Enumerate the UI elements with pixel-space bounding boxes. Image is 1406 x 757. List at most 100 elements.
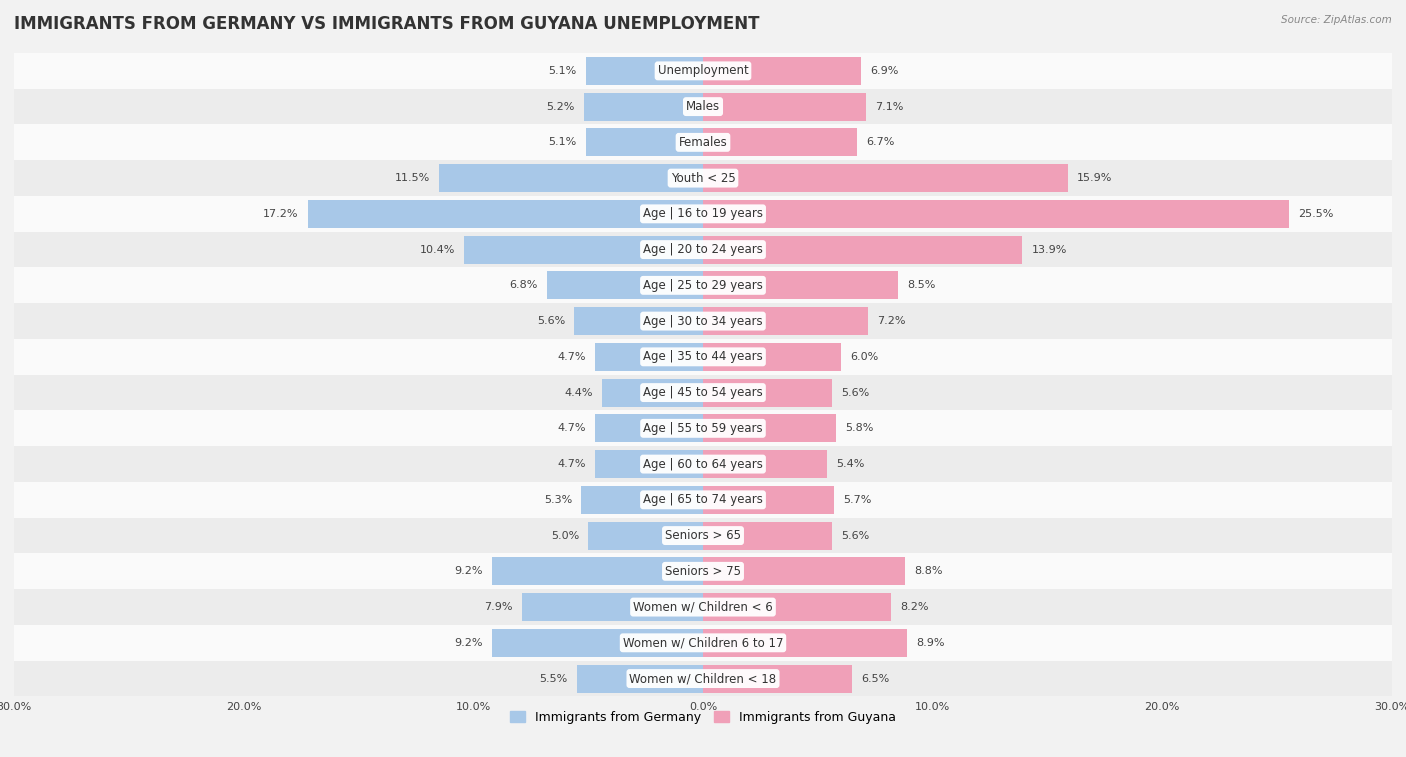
Text: Age | 30 to 34 years: Age | 30 to 34 years <box>643 315 763 328</box>
Text: 6.8%: 6.8% <box>509 280 537 291</box>
Bar <box>581 486 703 514</box>
Text: 9.2%: 9.2% <box>454 566 482 576</box>
Text: IMMIGRANTS FROM GERMANY VS IMMIGRANTS FROM GUYANA UNEMPLOYMENT: IMMIGRANTS FROM GERMANY VS IMMIGRANTS FR… <box>14 15 759 33</box>
Text: Age | 16 to 19 years: Age | 16 to 19 years <box>643 207 763 220</box>
Text: Youth < 25: Youth < 25 <box>671 172 735 185</box>
Bar <box>14 589 1392 625</box>
Bar <box>575 307 703 335</box>
Text: Age | 45 to 54 years: Age | 45 to 54 years <box>643 386 763 399</box>
Text: Seniors > 75: Seniors > 75 <box>665 565 741 578</box>
Bar <box>703 414 837 442</box>
Bar <box>703 665 852 693</box>
Text: Women w/ Children < 18: Women w/ Children < 18 <box>630 672 776 685</box>
Text: 4.7%: 4.7% <box>557 423 586 433</box>
Text: Seniors > 65: Seniors > 65 <box>665 529 741 542</box>
Bar <box>14 553 1392 589</box>
Bar <box>595 343 703 371</box>
Bar <box>14 196 1392 232</box>
Text: 5.1%: 5.1% <box>548 66 576 76</box>
Bar <box>703 200 1289 228</box>
Text: Age | 55 to 59 years: Age | 55 to 59 years <box>643 422 763 435</box>
Text: Women w/ Children < 6: Women w/ Children < 6 <box>633 600 773 614</box>
Bar <box>14 232 1392 267</box>
Text: Unemployment: Unemployment <box>658 64 748 77</box>
Text: 5.6%: 5.6% <box>841 531 869 540</box>
Bar <box>703 272 898 299</box>
Text: 7.9%: 7.9% <box>484 602 512 612</box>
Bar <box>14 446 1392 482</box>
Text: 4.7%: 4.7% <box>557 352 586 362</box>
Text: 17.2%: 17.2% <box>263 209 299 219</box>
Bar <box>14 410 1392 446</box>
Bar <box>547 272 703 299</box>
Text: 5.1%: 5.1% <box>548 137 576 148</box>
Bar <box>703 378 831 407</box>
Text: 25.5%: 25.5% <box>1298 209 1333 219</box>
Bar <box>14 53 1392 89</box>
Text: 10.4%: 10.4% <box>419 245 456 254</box>
Bar <box>586 57 703 85</box>
Text: 5.3%: 5.3% <box>544 495 572 505</box>
Text: 13.9%: 13.9% <box>1032 245 1067 254</box>
Bar <box>703 92 866 120</box>
Text: 6.9%: 6.9% <box>870 66 898 76</box>
Bar <box>14 267 1392 304</box>
Bar <box>492 629 703 657</box>
Bar <box>703 235 1022 263</box>
Bar <box>14 339 1392 375</box>
Bar <box>14 625 1392 661</box>
Bar <box>14 160 1392 196</box>
Bar <box>703 629 907 657</box>
Bar <box>703 522 831 550</box>
Bar <box>522 593 703 621</box>
Text: Age | 25 to 29 years: Age | 25 to 29 years <box>643 279 763 292</box>
Bar <box>308 200 703 228</box>
Bar <box>703 307 869 335</box>
Bar <box>14 375 1392 410</box>
Text: 9.2%: 9.2% <box>454 638 482 648</box>
Bar <box>14 124 1392 160</box>
Legend: Immigrants from Germany, Immigrants from Guyana: Immigrants from Germany, Immigrants from… <box>505 706 901 729</box>
Bar <box>703 593 891 621</box>
Text: Age | 65 to 74 years: Age | 65 to 74 years <box>643 494 763 506</box>
Text: Age | 35 to 44 years: Age | 35 to 44 years <box>643 350 763 363</box>
Text: Females: Females <box>679 136 727 149</box>
Text: 7.2%: 7.2% <box>877 316 905 326</box>
Text: Women w/ Children 6 to 17: Women w/ Children 6 to 17 <box>623 637 783 650</box>
Text: 8.9%: 8.9% <box>917 638 945 648</box>
Bar <box>14 304 1392 339</box>
Bar <box>464 235 703 263</box>
Text: 6.7%: 6.7% <box>866 137 894 148</box>
Text: 6.5%: 6.5% <box>862 674 890 684</box>
Text: 4.4%: 4.4% <box>564 388 593 397</box>
Text: 5.6%: 5.6% <box>537 316 565 326</box>
Text: 5.7%: 5.7% <box>844 495 872 505</box>
Bar <box>14 89 1392 124</box>
Text: 5.0%: 5.0% <box>551 531 579 540</box>
Bar <box>595 414 703 442</box>
Bar <box>602 378 703 407</box>
Text: 8.8%: 8.8% <box>914 566 943 576</box>
Text: 8.2%: 8.2% <box>900 602 929 612</box>
Text: Males: Males <box>686 100 720 113</box>
Bar <box>492 557 703 585</box>
Text: 5.8%: 5.8% <box>845 423 873 433</box>
Bar <box>586 129 703 156</box>
Bar <box>588 522 703 550</box>
Text: Age | 60 to 64 years: Age | 60 to 64 years <box>643 457 763 471</box>
Text: 11.5%: 11.5% <box>395 173 430 183</box>
Bar <box>14 518 1392 553</box>
Bar <box>703 164 1069 192</box>
Text: 5.6%: 5.6% <box>841 388 869 397</box>
Text: 5.5%: 5.5% <box>540 674 568 684</box>
Bar <box>439 164 703 192</box>
Bar <box>583 92 703 120</box>
Text: 5.2%: 5.2% <box>546 101 575 111</box>
Text: 15.9%: 15.9% <box>1077 173 1112 183</box>
Bar <box>703 450 827 478</box>
Bar <box>595 450 703 478</box>
Bar <box>703 343 841 371</box>
Text: Age | 20 to 24 years: Age | 20 to 24 years <box>643 243 763 256</box>
Bar <box>14 661 1392 696</box>
Bar <box>703 129 856 156</box>
